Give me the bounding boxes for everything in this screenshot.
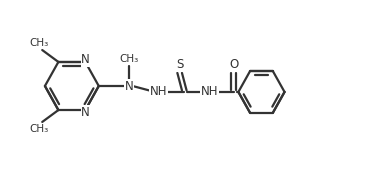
Text: NH: NH — [150, 85, 168, 98]
Text: O: O — [229, 58, 239, 72]
Text: CH₃: CH₃ — [30, 124, 49, 134]
Text: S: S — [176, 58, 183, 72]
Text: NH: NH — [201, 85, 218, 98]
Text: N: N — [81, 53, 90, 66]
Text: N: N — [124, 79, 133, 93]
Text: CH₃: CH₃ — [119, 54, 139, 64]
Text: CH₃: CH₃ — [30, 38, 49, 48]
Text: N: N — [81, 106, 90, 119]
